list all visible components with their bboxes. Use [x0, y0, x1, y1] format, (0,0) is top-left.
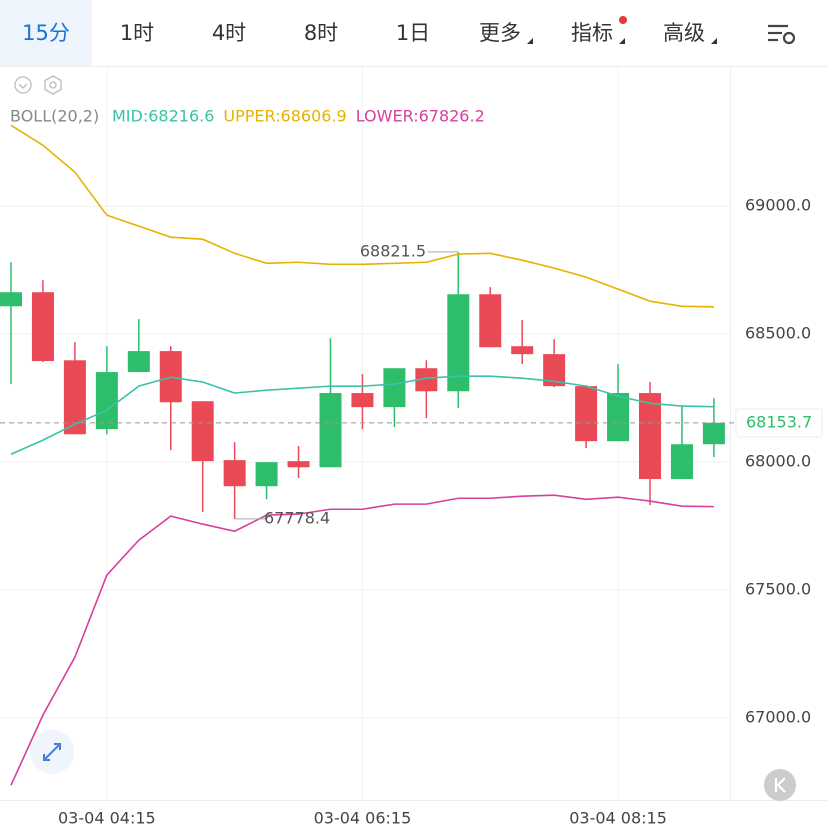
- settings-icon[interactable]: [768, 24, 796, 45]
- dropdown-arrow: [527, 38, 533, 44]
- indicator-name: BOLL(20,2): [10, 107, 99, 126]
- candle-body: [287, 461, 310, 468]
- legend-entry: LOWER:67826.2: [356, 107, 485, 126]
- candle-body: [383, 368, 406, 408]
- candle-body: [639, 393, 661, 480]
- x-tick-label: 03-04 08:15: [569, 809, 667, 828]
- dropdown-arrow: [711, 38, 717, 44]
- indicator-icons[interactable]: [14, 75, 62, 95]
- tab[interactable]: 高级: [663, 21, 705, 45]
- candle-body: [511, 346, 534, 355]
- x-tick-label: 03-04 04:15: [58, 809, 156, 828]
- badge-dot: [619, 16, 627, 24]
- candle-body: [702, 422, 725, 445]
- boll-line: [10, 494, 714, 786]
- tab[interactable]: 1日: [396, 21, 430, 45]
- expand-button[interactable]: [30, 730, 74, 774]
- candle-body: [351, 393, 374, 408]
- collapse-button[interactable]: [764, 769, 796, 801]
- price-tag: [735, 408, 823, 438]
- candle-body: [0, 292, 22, 307]
- candle-body: [575, 386, 598, 442]
- boll-line: [10, 124, 714, 308]
- candle-body: [255, 462, 278, 487]
- tab[interactable]: 1时: [120, 21, 154, 45]
- legend-entry: UPPER:68606.9: [223, 107, 346, 126]
- tab[interactable]: 更多: [479, 21, 521, 45]
- low-label: 67778.4: [264, 508, 330, 527]
- candle-body: [670, 444, 693, 480]
- candle-body: [95, 372, 118, 430]
- candle-body: [415, 368, 438, 392]
- tab-bar: 15分 1时 4时 8时 1日 更多 指标 高级: [22, 16, 796, 45]
- legend-entry: MID:68216.6: [112, 107, 214, 126]
- candle-body: [127, 351, 150, 373]
- candle-body: [31, 292, 54, 362]
- y-tick-label: 68500.0: [745, 324, 811, 343]
- tab[interactable]: 指标: [571, 21, 613, 45]
- y-tick-label: 68000.0: [745, 452, 811, 471]
- active-tab-bg: [0, 0, 92, 66]
- x-tick-label: 03-04 06:15: [314, 809, 412, 828]
- tab[interactable]: 15分: [22, 21, 70, 45]
- y-tick-label: 67500.0: [745, 580, 811, 599]
- dropdown-arrow: [619, 38, 625, 44]
- candle-body: [543, 354, 566, 387]
- y-tick-label: 69000.0: [745, 196, 811, 215]
- y-tick-label: 67000.0: [745, 708, 811, 727]
- candle-body: [607, 393, 630, 442]
- boll-line: [10, 375, 714, 455]
- plot: 67000.0 67500.0 68000.0 68500.0 69000.0 03-04…: [0, 66, 823, 828]
- candle-body: [479, 294, 502, 348]
- tab[interactable]: 4时: [212, 21, 246, 45]
- tab[interactable]: 8时: [304, 21, 338, 45]
- candle-body: [191, 401, 214, 462]
- candle-body: [223, 460, 246, 487]
- candle-body: [447, 294, 470, 392]
- high-label: 68821.5: [360, 241, 426, 260]
- price-label: 68153.7: [746, 412, 812, 431]
- candle-body: [319, 393, 342, 468]
- candle-body: [63, 360, 86, 435]
